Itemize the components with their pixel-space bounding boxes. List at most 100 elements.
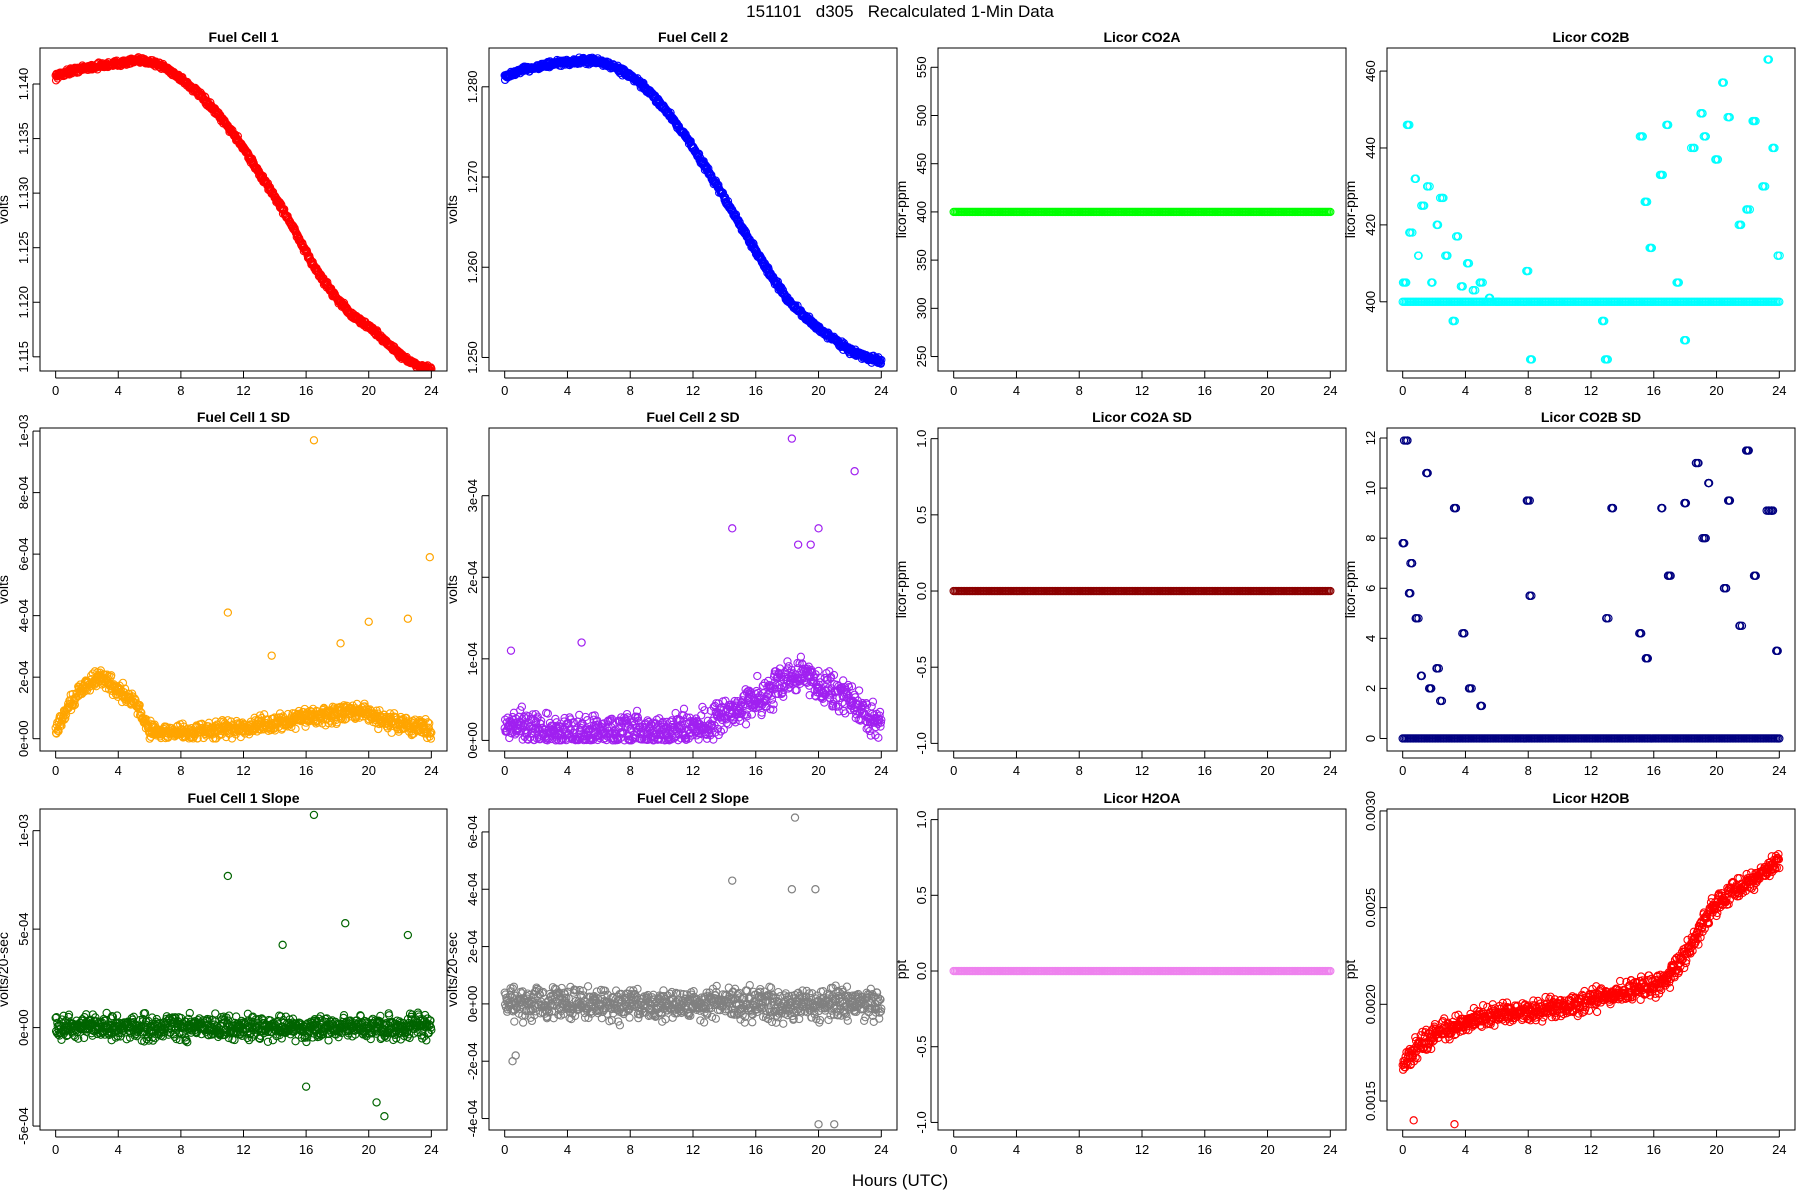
y-tick-label: 4e-04 <box>16 599 31 632</box>
data-point <box>364 617 373 627</box>
panel-title: Licor CO2A <box>1103 29 1180 45</box>
data-point <box>876 718 886 727</box>
plot-frame <box>488 427 898 752</box>
data-point <box>1425 182 1434 191</box>
y-tick-label: 0e+00 <box>16 720 31 757</box>
data-point <box>866 731 875 740</box>
data-point <box>1399 436 1409 445</box>
data-point <box>787 670 797 679</box>
data-point <box>716 713 725 722</box>
data-point <box>1663 571 1673 580</box>
x-tick-label: 12 <box>686 763 700 778</box>
y-tick-label: 8 <box>1363 535 1378 542</box>
data-point <box>644 717 653 727</box>
y-tick-label: 1.135 <box>16 122 31 155</box>
x-tick-label: 0 <box>501 383 508 398</box>
data-point <box>743 712 752 721</box>
data-point <box>505 733 514 743</box>
plot-frame <box>937 47 1347 372</box>
plot-frame <box>488 47 898 372</box>
data-point <box>783 657 792 666</box>
y-tick-label: 550 <box>914 56 929 78</box>
data-point <box>689 144 699 153</box>
y-tick-label: 1e-04 <box>465 642 480 675</box>
y-axis-title: licor-ppm <box>893 181 909 239</box>
data-point <box>1410 174 1419 183</box>
x-tick-label: 8 <box>1525 383 1532 398</box>
data-point <box>1478 278 1487 287</box>
y-tick-label: 3e-04 <box>465 479 480 512</box>
panel-title: Licor CO2A SD <box>1092 409 1192 425</box>
x-tick-label: 16 <box>299 763 313 778</box>
data-point <box>1745 205 1755 214</box>
plot-frame <box>39 427 448 752</box>
y-tick-label: 1.270 <box>465 161 480 194</box>
x-tick-label: 24 <box>1323 763 1337 778</box>
data-point <box>1401 278 1410 287</box>
data-point <box>1407 559 1417 568</box>
x-tick-label: 20 <box>361 383 375 398</box>
data-point <box>637 735 647 744</box>
y-tick-label: 500 <box>914 105 929 127</box>
x-tick-label: 8 <box>1076 383 1083 398</box>
data-point <box>1751 571 1760 580</box>
data-point <box>1770 143 1779 153</box>
x-tick-label: 20 <box>1260 763 1274 778</box>
data-point <box>1463 259 1473 268</box>
data-point <box>1681 498 1691 508</box>
data-point <box>853 696 862 705</box>
y-tick-label: 10 <box>1363 481 1378 495</box>
x-tick-label: 20 <box>1709 383 1723 398</box>
x-tick-label: 4 <box>1013 763 1020 778</box>
data-point <box>829 670 839 680</box>
y-tick-label: 1.125 <box>16 231 31 264</box>
data-point <box>1734 220 1743 230</box>
x-tick-label: 8 <box>1076 763 1083 778</box>
data-point <box>868 697 878 706</box>
y-tick-label: 0.5 <box>914 506 929 524</box>
data-point <box>340 715 349 724</box>
data-point <box>517 702 527 711</box>
y-tick-label: 1e-03 <box>16 414 31 447</box>
data-point <box>1749 116 1758 126</box>
data-point <box>529 714 538 724</box>
data-point <box>583 716 592 725</box>
y-tick-label: 400 <box>1363 291 1378 313</box>
panel-title: Licor CO2B SD <box>1541 409 1641 425</box>
data-point <box>1458 282 1467 291</box>
data-point <box>652 729 661 739</box>
x-tick-label: 12 <box>1135 763 1149 778</box>
data-point <box>1422 182 1432 191</box>
x-tick-label: 20 <box>361 763 375 778</box>
data-point <box>814 524 823 533</box>
data-point <box>753 688 763 698</box>
data-point <box>293 232 303 241</box>
data-point <box>633 713 643 723</box>
data-point <box>1525 496 1534 505</box>
x-tick-label: 12 <box>686 383 700 398</box>
data-point <box>867 702 876 711</box>
data-point <box>1398 538 1407 548</box>
data-point <box>1655 170 1665 180</box>
x-tick-label: 16 <box>749 763 763 778</box>
data-point <box>1602 355 1611 364</box>
data-point <box>199 733 208 743</box>
data-point <box>544 734 553 743</box>
data-point <box>423 718 433 727</box>
data-point <box>309 436 319 445</box>
data-point <box>425 553 434 562</box>
data-point <box>1449 503 1459 513</box>
y-axis-title: volts <box>0 575 11 604</box>
data-points <box>51 436 436 743</box>
data-point <box>1638 132 1647 141</box>
data-point <box>1672 278 1681 287</box>
data-point <box>793 540 803 549</box>
y-axis-title: volts <box>444 575 460 604</box>
data-point <box>524 712 533 721</box>
data-points <box>51 53 436 371</box>
data-point <box>427 728 436 737</box>
data-point <box>875 707 885 717</box>
